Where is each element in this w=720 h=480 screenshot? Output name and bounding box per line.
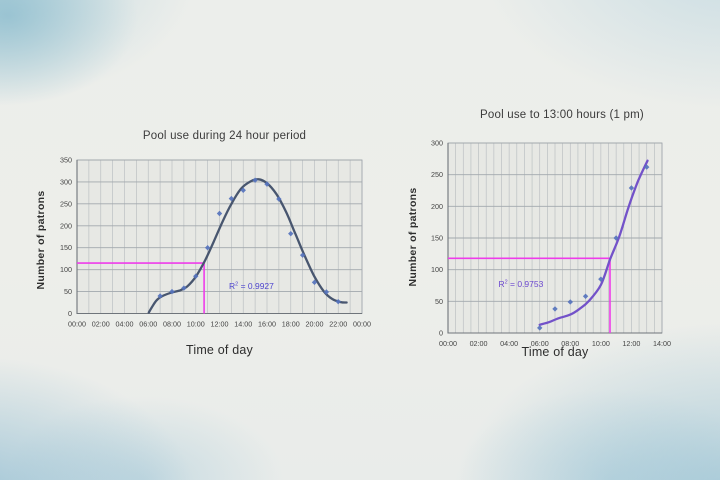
- x-tick-label: 04:00: [500, 339, 518, 348]
- x-tick-label: 12:00: [211, 320, 229, 329]
- x-tick-label: 00:00: [439, 339, 457, 348]
- data-point-diamond: [598, 276, 604, 282]
- data-point-diamond: [181, 285, 187, 291]
- y-tick-label: 150: [431, 234, 443, 243]
- left-chart: Number of patrons Pool use during 24 hou…: [30, 125, 380, 370]
- y-tick-label: 300: [431, 139, 443, 148]
- y-tick-label: 100: [60, 265, 72, 274]
- right-chart-plot: 0 50 100 150 200 250 300 00:00 02:00 04:00 06:00 08…: [431, 139, 671, 349]
- data-point-diamond: [323, 289, 330, 295]
- data-point-diamond: [335, 298, 341, 305]
- data-point-diamond: [299, 252, 306, 258]
- data-point-diamond: [552, 306, 558, 312]
- y-tick-label: 0: [68, 309, 72, 318]
- data-point-diamond: [276, 196, 282, 202]
- y-tick-label: 350: [60, 156, 72, 165]
- x-tick-label: 02:00: [470, 339, 488, 348]
- data-point-diamond: [582, 293, 589, 299]
- data-point-diamond: [240, 187, 246, 193]
- x-tick-label: 08:00: [163, 320, 181, 329]
- data-point-diamond: [264, 181, 270, 187]
- x-tick-label: 04:00: [116, 320, 134, 329]
- x-tick-label: 10:00: [187, 320, 205, 329]
- right-chart-title: Pool use to 13:00 hours (1 pm): [480, 109, 644, 121]
- x-tick-label: 02:00: [92, 320, 110, 329]
- x-tick-label: 22:00: [329, 320, 347, 329]
- data-point-diamond: [193, 273, 199, 279]
- right-chart: Number of patrons Pool use to 13:00 hour…: [395, 100, 695, 365]
- data-point-diamond: [157, 293, 163, 299]
- fit-curve-line: [538, 159, 649, 326]
- y-tick-label: 250: [431, 170, 443, 179]
- x-tick-label: 14:00: [653, 339, 671, 348]
- left-chart-x-axis-title: Time of day: [185, 343, 254, 357]
- x-tick-label: 20:00: [306, 320, 324, 329]
- axis-line: [447, 143, 662, 334]
- y-tick-label: 300: [60, 177, 72, 186]
- x-tick-label: 06:00: [531, 339, 549, 348]
- x-tick-label: 16:00: [258, 320, 276, 329]
- x-tick-label: 14:00: [234, 320, 252, 329]
- left-chart-plot: 0 50 100 150 200 250 300 350 00:00 02:00 04:00 06:0…: [60, 156, 371, 329]
- y-tick-label: 0: [439, 329, 443, 338]
- data-point-diamond: [288, 230, 294, 237]
- y-tick-label: 200: [60, 221, 72, 230]
- r-squared-annotation: R2 = 0.9753: [498, 279, 543, 289]
- y-tick-label: 100: [431, 265, 443, 274]
- x-tick-label: 08:00: [561, 339, 579, 348]
- x-tick-label: 06:00: [139, 320, 157, 329]
- y-tick-label: 200: [431, 202, 443, 211]
- y-tick-label: 250: [60, 199, 72, 208]
- data-point-diamond: [252, 177, 258, 183]
- x-tick-label: 00:00: [68, 320, 86, 329]
- r-squared-annotation: R2 = 0.9927: [229, 281, 274, 291]
- x-tick-label: 10:00: [592, 339, 610, 348]
- x-tick-label: 18:00: [282, 320, 300, 329]
- y-tick-label: 50: [64, 287, 72, 296]
- data-point-diamond: [204, 245, 211, 251]
- left-chart-title: Pool use during 24 hour period: [142, 130, 307, 142]
- x-tick-label: 12:00: [622, 339, 640, 348]
- axis-line: [76, 160, 362, 315]
- data-point-diamond: [311, 279, 318, 286]
- data-point-diamond: [169, 288, 175, 295]
- right-chart-x-axis-title: Time of day: [521, 345, 589, 359]
- y-tick-label: 150: [60, 243, 72, 252]
- data-point-diamond: [228, 195, 235, 202]
- data-point-diamond: [216, 210, 223, 217]
- x-tick-label: 00:00: [353, 320, 371, 329]
- y-tick-label: 50: [435, 297, 443, 306]
